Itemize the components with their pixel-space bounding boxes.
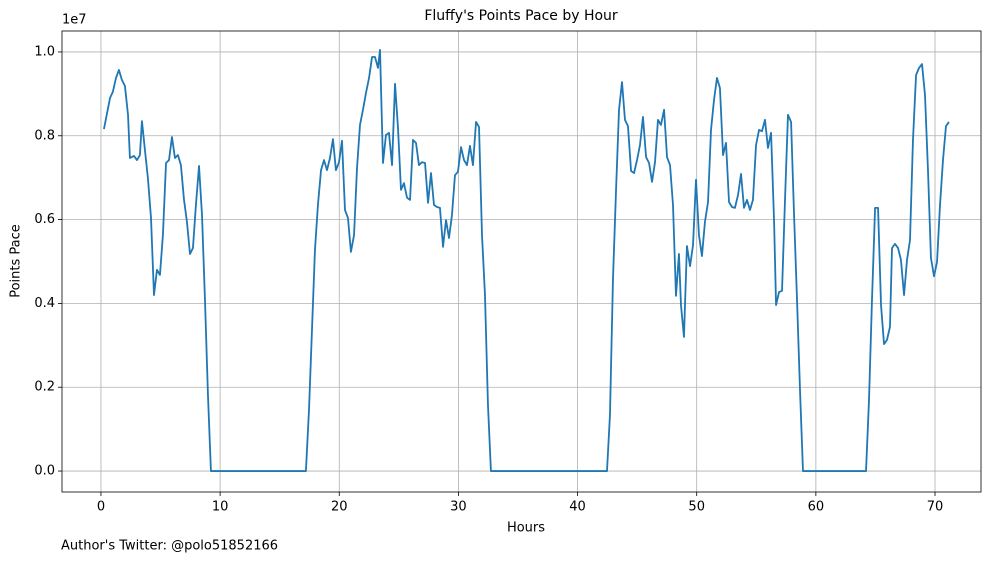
x-tick-label: 0 bbox=[97, 500, 105, 515]
chart-title: Fluffy's Points Pace by Hour bbox=[424, 8, 618, 24]
x-tick-label: 50 bbox=[688, 500, 705, 515]
y-offset-label: 1e7 bbox=[62, 13, 87, 28]
y-tick-label: 0.4 bbox=[34, 296, 55, 311]
y-tick-label: 0.6 bbox=[34, 212, 55, 227]
x-tick-label: 70 bbox=[927, 500, 944, 515]
plot-frame bbox=[61, 30, 982, 493]
x-tick-label: 60 bbox=[808, 500, 825, 515]
x-axis-label: Hours bbox=[507, 521, 545, 536]
y-tick-label: 0.8 bbox=[34, 128, 55, 143]
x-tick-label: 20 bbox=[331, 500, 348, 515]
x-tick-label: 10 bbox=[212, 500, 229, 515]
y-tick-label: 0.0 bbox=[34, 464, 55, 479]
y-tick-label: 1.0 bbox=[34, 44, 55, 59]
footnote: Author's Twitter: @polo51852166 bbox=[61, 539, 278, 554]
data-line bbox=[103, 48, 950, 472]
y-axis-label: Points Pace bbox=[9, 224, 24, 298]
x-tick-label: 30 bbox=[450, 500, 467, 515]
y-tick-label: 0.2 bbox=[34, 380, 55, 395]
x-tick-label: 40 bbox=[569, 500, 586, 515]
